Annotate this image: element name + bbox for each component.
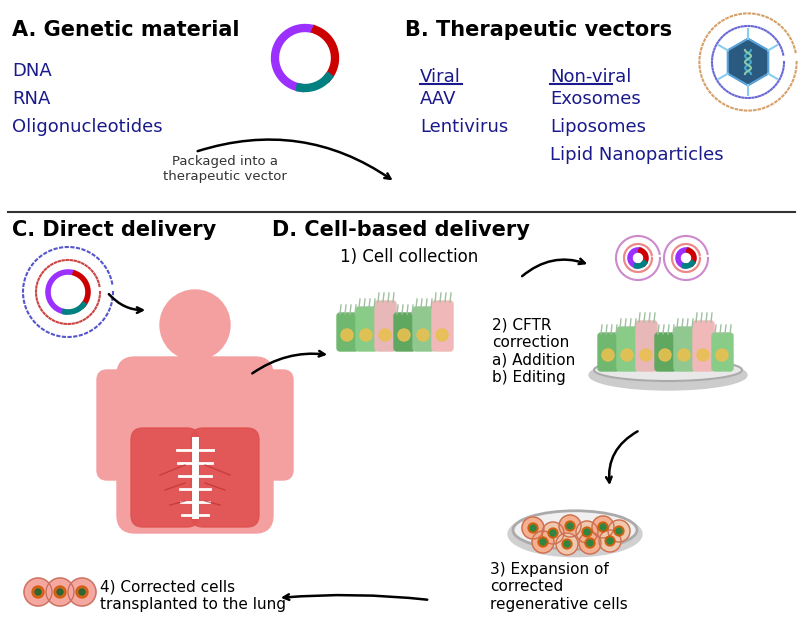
Polygon shape <box>727 39 768 85</box>
Circle shape <box>614 526 623 536</box>
Text: Lipid Nanoparticles: Lipid Nanoparticles <box>549 146 723 164</box>
Circle shape <box>549 530 555 536</box>
Circle shape <box>435 329 448 341</box>
Circle shape <box>57 589 63 595</box>
FancyBboxPatch shape <box>711 333 732 371</box>
Circle shape <box>578 532 600 554</box>
Circle shape <box>607 520 630 542</box>
Circle shape <box>606 538 612 544</box>
Text: Lentivirus: Lentivirus <box>419 118 508 136</box>
Circle shape <box>591 516 614 538</box>
Ellipse shape <box>593 359 741 381</box>
Ellipse shape <box>512 511 636 549</box>
Circle shape <box>563 541 569 547</box>
Circle shape <box>561 539 571 549</box>
Circle shape <box>160 290 229 360</box>
Circle shape <box>575 521 597 543</box>
Text: Exosomes: Exosomes <box>549 90 640 108</box>
Text: 1) Cell collection: 1) Cell collection <box>339 248 478 266</box>
Text: DNA: DNA <box>12 62 51 80</box>
Text: Liposomes: Liposomes <box>549 118 645 136</box>
FancyBboxPatch shape <box>375 301 395 351</box>
Text: 4) Corrected cells
transplanted to the lung: 4) Corrected cells transplanted to the l… <box>100 580 286 612</box>
FancyBboxPatch shape <box>97 370 149 480</box>
Circle shape <box>558 515 581 537</box>
FancyBboxPatch shape <box>616 327 638 371</box>
Circle shape <box>547 528 557 538</box>
Circle shape <box>615 528 622 534</box>
FancyBboxPatch shape <box>431 301 452 351</box>
Circle shape <box>68 578 96 606</box>
Circle shape <box>76 586 88 598</box>
Text: Non-viral: Non-viral <box>549 68 630 86</box>
FancyBboxPatch shape <box>241 370 293 480</box>
Circle shape <box>585 538 594 548</box>
Circle shape <box>565 521 574 531</box>
FancyBboxPatch shape <box>355 307 376 351</box>
Circle shape <box>54 586 66 598</box>
Text: A. Genetic material: A. Genetic material <box>12 20 239 40</box>
Circle shape <box>416 329 428 341</box>
Text: C. Direct delivery: C. Direct delivery <box>12 220 216 240</box>
Circle shape <box>521 517 543 539</box>
Circle shape <box>598 530 620 552</box>
Circle shape <box>79 589 85 595</box>
Circle shape <box>532 531 553 553</box>
Text: B. Therapeutic vectors: B. Therapeutic vectors <box>404 20 671 40</box>
Circle shape <box>602 349 614 361</box>
Circle shape <box>581 527 591 537</box>
Ellipse shape <box>588 360 746 390</box>
Text: Oligonucleotides: Oligonucleotides <box>12 118 163 136</box>
FancyBboxPatch shape <box>180 354 210 380</box>
Text: 3) Expansion of
corrected
regenerative cells: 3) Expansion of corrected regenerative c… <box>489 562 627 612</box>
Circle shape <box>604 536 614 546</box>
Circle shape <box>341 329 353 341</box>
Circle shape <box>528 523 537 533</box>
Circle shape <box>398 329 410 341</box>
Circle shape <box>620 349 632 361</box>
Circle shape <box>566 523 573 529</box>
FancyBboxPatch shape <box>117 357 273 533</box>
Circle shape <box>658 349 670 361</box>
Circle shape <box>529 525 535 531</box>
FancyBboxPatch shape <box>654 333 675 371</box>
Circle shape <box>24 578 52 606</box>
FancyBboxPatch shape <box>635 321 656 371</box>
Text: D. Cell-based delivery: D. Cell-based delivery <box>272 220 529 240</box>
Circle shape <box>597 522 607 532</box>
Text: Viral: Viral <box>419 68 460 86</box>
Circle shape <box>677 349 689 361</box>
FancyBboxPatch shape <box>131 428 199 527</box>
FancyBboxPatch shape <box>191 428 259 527</box>
Circle shape <box>46 578 74 606</box>
Circle shape <box>35 589 41 595</box>
Circle shape <box>32 586 44 598</box>
FancyBboxPatch shape <box>692 321 713 371</box>
Circle shape <box>541 522 563 544</box>
Circle shape <box>715 349 727 361</box>
FancyBboxPatch shape <box>673 327 695 371</box>
Circle shape <box>586 540 592 546</box>
Circle shape <box>639 349 651 361</box>
Circle shape <box>555 533 577 555</box>
Circle shape <box>599 524 606 530</box>
Circle shape <box>696 349 708 361</box>
Text: AAV: AAV <box>419 90 456 108</box>
FancyBboxPatch shape <box>394 313 415 351</box>
Circle shape <box>359 329 371 341</box>
Text: Packaged into a
therapeutic vector: Packaged into a therapeutic vector <box>163 155 286 183</box>
Text: RNA: RNA <box>12 90 51 108</box>
Circle shape <box>379 329 391 341</box>
Circle shape <box>583 529 589 535</box>
Circle shape <box>539 539 545 545</box>
FancyBboxPatch shape <box>337 313 358 351</box>
FancyBboxPatch shape <box>412 307 433 351</box>
Ellipse shape <box>508 511 642 556</box>
FancyBboxPatch shape <box>597 333 618 371</box>
Circle shape <box>537 537 547 547</box>
Text: 2) CFTR
correction
a) Addition
b) Editing: 2) CFTR correction a) Addition b) Editin… <box>492 318 574 385</box>
